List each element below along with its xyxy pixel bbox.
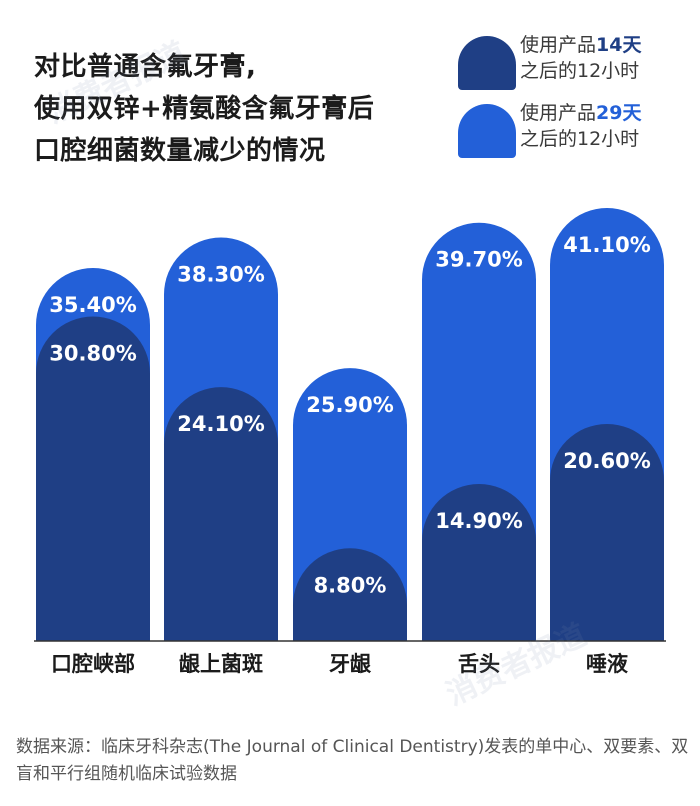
chart-title: 对比普通含氟牙膏, 使用双锌+精氨酸含氟牙膏后 口腔细菌数量减少的情况: [34, 46, 374, 172]
x-tick-label-1: 口腔峡部: [51, 652, 135, 676]
bar-14days-3: [293, 548, 407, 641]
legend-prefix: 使用产品: [520, 34, 597, 56]
data-label-14days-3: 8.80%: [314, 573, 387, 597]
data-label-14days-4: 14.90%: [435, 509, 522, 533]
bar-14days-4: [422, 484, 536, 641]
legend-line2: 之后的12小时: [520, 128, 640, 150]
x-tick-label-4: 舌头: [458, 652, 500, 676]
legend-swatch-light: [458, 104, 516, 158]
bar-14days-1: [36, 316, 150, 641]
bar-14days-2: [164, 387, 278, 641]
title-line-3: 口腔细菌数量减少的情况: [34, 136, 326, 166]
data-label-14days-5: 20.60%: [563, 449, 650, 473]
x-tick-label-3: 牙龈: [329, 652, 372, 676]
legend-highlight: 14天: [596, 34, 642, 56]
data-label-29days-4: 39.70%: [435, 248, 522, 272]
bar-14days-5: [550, 423, 664, 641]
legend-swatch-dark: [458, 36, 516, 90]
x-tick-label-2: 龈上菌斑: [179, 652, 263, 676]
data-label-29days-5: 41.10%: [563, 233, 650, 257]
data-label-29days-3: 25.90%: [306, 393, 393, 417]
data-label-29days-1: 35.40%: [49, 293, 136, 317]
bar-chart: 35.40% 30.80% 口腔峡部 38.30% 24.10% 龈上菌斑 25.90% 8.…: [34, 208, 666, 676]
title-line-1: 对比普通含氟牙膏,: [34, 52, 257, 82]
x-tick-label-5: 唾液: [586, 652, 628, 676]
legend-label-29days: 使用产品29天 之后的12小时: [520, 100, 641, 152]
legend-prefix: 使用产品: [520, 102, 597, 124]
data-source-note: 数据来源：临床牙科杂志(The Journal of Clinical Dent…: [16, 737, 689, 784]
legend-label-14days: 使用产品14天 之后的12小时: [520, 32, 641, 84]
data-label-14days-2: 24.10%: [177, 412, 264, 436]
legend-line2: 之后的12小时: [520, 60, 640, 82]
data-label-29days-2: 38.30%: [177, 262, 264, 286]
legend-highlight: 29天: [596, 102, 642, 124]
title-line-2: 使用双锌+精氨酸含氟牙膏后: [34, 94, 375, 124]
data-label-14days-1: 30.80%: [49, 342, 136, 366]
